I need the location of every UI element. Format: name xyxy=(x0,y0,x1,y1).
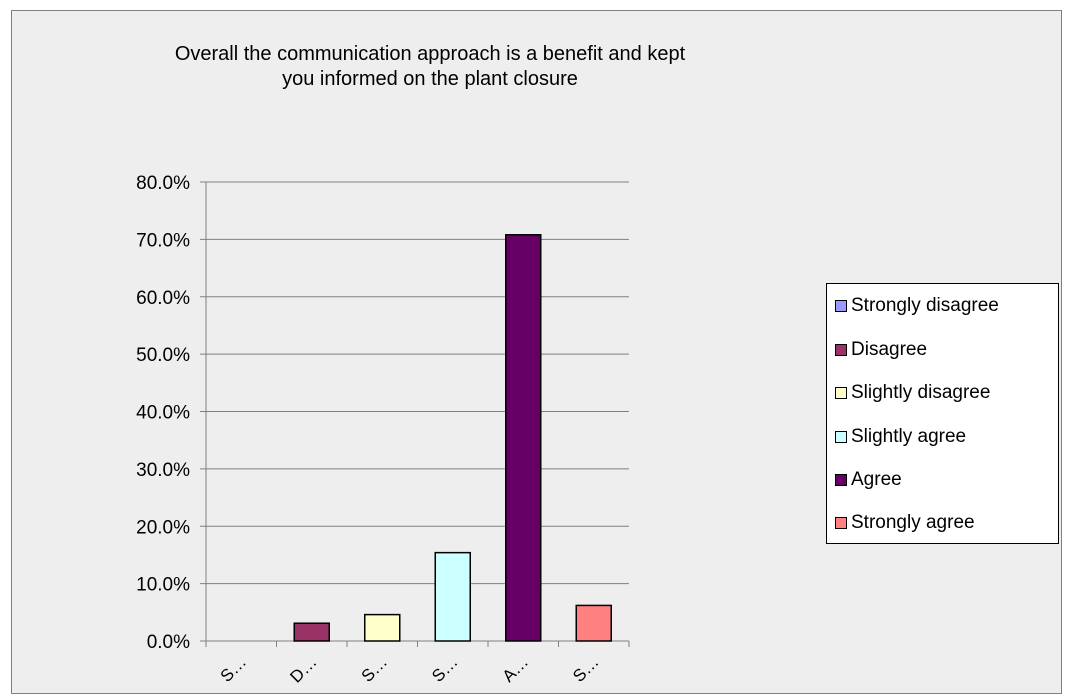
x-tick-label-slightly-disagree: S… xyxy=(358,652,391,685)
legend-item-disagree: Disagree xyxy=(835,339,927,361)
chart-title: Overall the communication approach is a … xyxy=(160,42,700,92)
bar-slightly-agree xyxy=(434,551,471,642)
legend-swatch-strongly-disagree xyxy=(835,300,847,312)
legend-label-disagree: Disagree xyxy=(851,339,928,360)
legend-label-slightly-disagree: Slightly disagree xyxy=(851,382,991,403)
x-tick-label-strongly-agree: S… xyxy=(569,652,602,685)
legend-item-strongly-disagree: Strongly disagree xyxy=(835,295,999,317)
bar-agree xyxy=(505,234,542,642)
bar-slightly-disagree xyxy=(364,613,401,642)
legend-label-slightly-agree: Slightly agree xyxy=(851,426,967,447)
y-tick-label-70: 70.0% xyxy=(136,230,190,251)
x-tick-label-slightly-agree: S… xyxy=(428,652,461,685)
legend-swatch-disagree xyxy=(835,344,847,356)
x-tick-label-disagree: D… xyxy=(286,652,320,686)
chart-legend: Strongly disagree Disagree Slightly disa… xyxy=(826,283,1059,544)
y-tick-label-0: 0.0% xyxy=(147,632,190,653)
legend-item-agree: Agree xyxy=(835,469,902,491)
bar-disagree xyxy=(293,622,330,642)
chart-title-line-1: Overall the communication approach is a … xyxy=(174,43,686,65)
legend-label-agree: Agree xyxy=(851,469,902,490)
chart-title-line-2: you informed on the plant closure xyxy=(282,68,578,90)
y-tick-label-80: 80.0% xyxy=(136,173,190,194)
legend-item-slightly-agree: Slightly agree xyxy=(835,426,966,448)
legend-swatch-agree xyxy=(835,474,847,486)
legend-swatch-strongly-agree xyxy=(835,517,847,529)
legend-item-slightly-disagree: Slightly disagree xyxy=(835,382,990,404)
y-tick-label-30: 30.0% xyxy=(136,460,190,481)
legend-label-strongly-agree: Strongly agree xyxy=(851,512,975,533)
x-tick-label-agree: A… xyxy=(499,652,532,685)
legend-swatch-slightly-disagree xyxy=(835,387,847,399)
legend-swatch-slightly-agree xyxy=(835,431,847,443)
y-tick-label-10: 10.0% xyxy=(136,575,190,596)
y-tick-label-40: 40.0% xyxy=(136,403,190,424)
y-tick-label-20: 20.0% xyxy=(136,517,190,538)
y-tick-label-60: 60.0% xyxy=(136,288,190,309)
legend-label-strongly-disagree: Strongly disagree xyxy=(851,295,999,316)
x-tick-label-strongly-disagree: S… xyxy=(217,652,250,685)
legend-item-strongly-agree: Strongly agree xyxy=(835,512,975,534)
bar-strongly-agree xyxy=(575,604,612,642)
y-tick-label-50: 50.0% xyxy=(136,345,190,366)
